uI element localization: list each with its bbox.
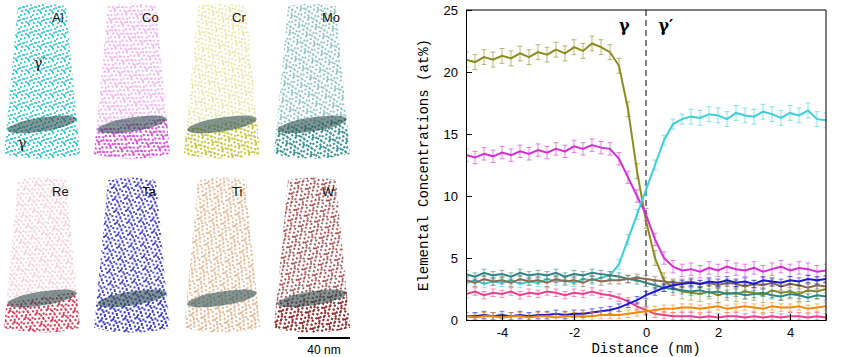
series — [466, 288, 826, 320]
series-line — [466, 43, 826, 295]
x-tick: 4 — [787, 314, 794, 340]
interface — [6, 112, 78, 137]
apt-panel: Cr — [172, 4, 272, 167]
series-line — [466, 110, 826, 284]
element-label: Ta — [142, 184, 157, 199]
apt-panel: Ta — [82, 178, 182, 341]
x-axis-line — [467, 314, 827, 321]
element-label: Cr — [232, 10, 246, 25]
y-tick-mark — [466, 72, 472, 73]
x-tick: 0 — [643, 314, 650, 340]
y-axis: 0 5 10 15 20 25 — [444, 3, 472, 328]
x-tick-label: 4 — [787, 325, 794, 340]
x-tick-label: 0 — [643, 325, 650, 340]
apt-panel: Ti — [172, 178, 272, 341]
series — [466, 36, 826, 303]
y-tick: 5 — [451, 251, 472, 266]
y-axis-title: Elemental Concentrations (at%) — [416, 39, 432, 291]
interface — [96, 112, 168, 137]
interface — [6, 286, 78, 311]
y-tick-label: 25 — [444, 3, 458, 18]
y-tick-mark — [466, 196, 472, 197]
phase-label: γ — [18, 135, 26, 151]
x-axis: -4 -2 0 2 4 — [467, 314, 827, 340]
error-bar — [698, 287, 703, 302]
element-label: Re — [52, 184, 69, 199]
interface — [186, 112, 258, 137]
figure: Al γ′ γ Co Cr Mo Re Ta Ti W 40 nm -4 -2 0 2 4 0 5 10 15 20 25… — [0, 0, 843, 357]
annotation: γ — [619, 16, 630, 35]
y-tick-label: 5 — [451, 251, 458, 266]
x-tick-mark — [790, 314, 791, 320]
x-tick: -4 — [497, 314, 509, 340]
plot-frame — [466, 10, 826, 320]
error-bar — [716, 288, 721, 303]
x-tick-label: -2 — [569, 325, 581, 340]
scale-bar-line — [298, 337, 350, 339]
y-tick-mark — [466, 134, 472, 135]
apt-panel: Mo — [262, 4, 362, 167]
x-tick: 2 — [715, 314, 722, 340]
interface — [276, 112, 348, 137]
x-tick-mark — [574, 314, 575, 320]
element-label: W — [322, 184, 335, 199]
x-tick-mark — [502, 314, 503, 320]
y-tick-mark — [466, 258, 472, 259]
y-tick: 20 — [444, 65, 472, 80]
x-tick-label: -4 — [497, 325, 509, 340]
x-tick: -2 — [569, 314, 581, 340]
apt-panel: Re — [0, 178, 92, 341]
element-label: Mo — [322, 10, 340, 25]
y-tick: 0 — [451, 313, 472, 328]
interface — [276, 286, 348, 311]
series-line — [466, 145, 826, 271]
phase-label: γ′ — [34, 55, 46, 71]
x-tick-label: 2 — [715, 325, 722, 340]
y-tick-label: 20 — [444, 65, 458, 80]
element-label: Ti — [232, 184, 242, 199]
series — [466, 139, 826, 278]
y-tick: 15 — [444, 127, 472, 142]
series — [466, 303, 826, 320]
series — [466, 275, 826, 320]
y-tick-mark — [466, 10, 472, 11]
x-tick-mark — [718, 314, 719, 320]
element-label: Co — [142, 10, 159, 25]
reference-line — [646, 10, 647, 320]
scale-bar-label: 40 nm — [307, 343, 340, 357]
y-tick-label: 10 — [444, 189, 458, 204]
y-tick-label: 0 — [451, 313, 458, 328]
interface — [186, 286, 258, 311]
interface — [96, 286, 168, 311]
element-label: Al — [52, 10, 64, 25]
series — [466, 269, 826, 301]
series-line — [466, 278, 826, 288]
scale-bar: 40 nm — [298, 338, 350, 357]
apt-panel: Al γ′ γ — [0, 4, 92, 167]
plot-area — [466, 10, 826, 320]
apt-panel: Co — [82, 4, 182, 167]
x-tick-mark — [646, 314, 647, 320]
y-tick-mark — [466, 320, 472, 321]
y-tick: 25 — [444, 3, 472, 18]
y-tick-label: 15 — [444, 127, 458, 142]
series — [466, 103, 826, 288]
y-tick: 10 — [444, 189, 472, 204]
y-axis-line — [467, 11, 473, 321]
series — [466, 274, 826, 291]
apt-panel: W — [262, 178, 362, 341]
x-axis-title: Distance (nm) — [591, 341, 700, 357]
annotation: γ′ — [658, 16, 673, 35]
